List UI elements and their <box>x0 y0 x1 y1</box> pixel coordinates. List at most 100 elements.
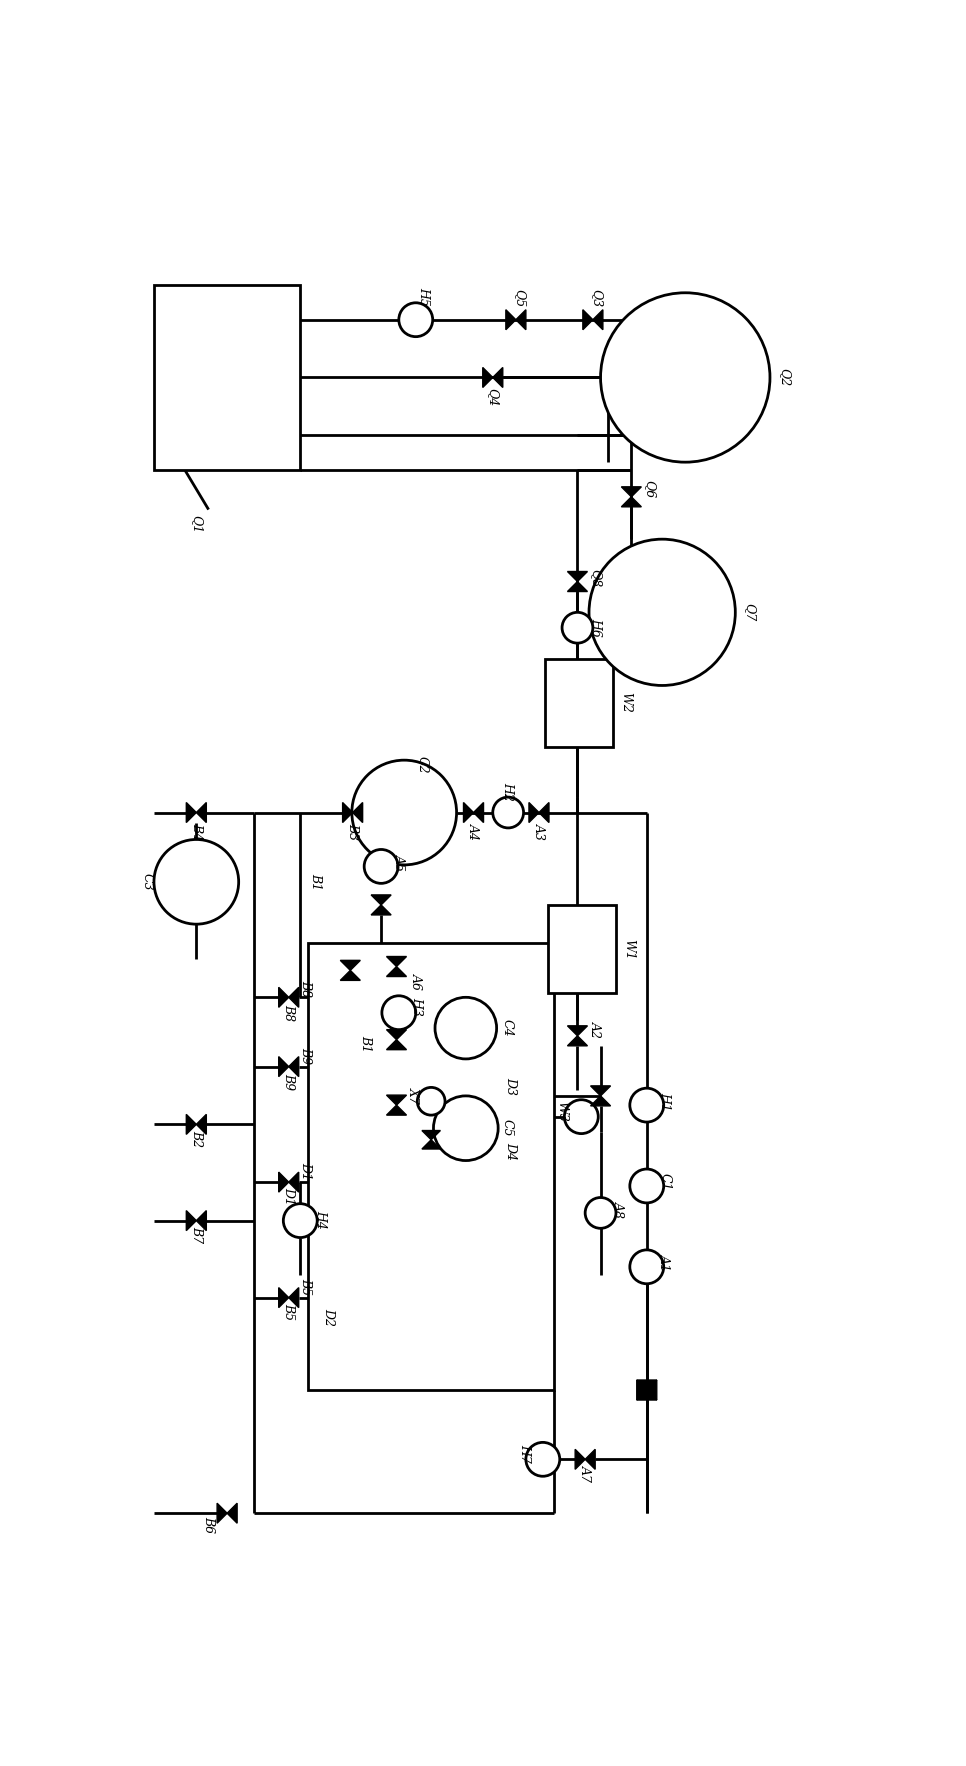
Polygon shape <box>217 1503 227 1524</box>
Text: A2: A2 <box>589 1021 602 1038</box>
Text: W2: W2 <box>619 692 632 713</box>
Text: W3: W3 <box>555 1100 568 1121</box>
Text: B3: B3 <box>346 823 359 841</box>
Polygon shape <box>386 966 407 977</box>
Bar <box>154 284 300 470</box>
Circle shape <box>435 998 497 1060</box>
Polygon shape <box>637 1379 647 1400</box>
Text: Q8: Q8 <box>589 569 602 586</box>
Text: Q5: Q5 <box>513 290 526 307</box>
Circle shape <box>526 1443 559 1476</box>
Polygon shape <box>585 1450 595 1469</box>
Bar <box>549 904 616 994</box>
Polygon shape <box>353 802 362 823</box>
Polygon shape <box>506 309 516 330</box>
Polygon shape <box>575 1450 585 1469</box>
Bar <box>545 659 612 747</box>
Polygon shape <box>529 802 539 823</box>
Circle shape <box>352 759 457 865</box>
Polygon shape <box>567 572 587 581</box>
Polygon shape <box>289 1287 298 1307</box>
Circle shape <box>417 1088 445 1114</box>
Polygon shape <box>340 970 360 980</box>
Circle shape <box>493 796 524 828</box>
Polygon shape <box>386 957 407 966</box>
Text: C2: C2 <box>415 756 429 774</box>
Text: H3: H3 <box>411 998 423 1015</box>
Circle shape <box>630 1169 664 1203</box>
Circle shape <box>601 293 770 463</box>
Text: A4: A4 <box>467 823 480 841</box>
Text: A7: A7 <box>579 1464 591 1482</box>
Polygon shape <box>582 309 593 330</box>
Polygon shape <box>593 309 603 330</box>
Polygon shape <box>289 1173 298 1192</box>
Text: W1: W1 <box>622 940 635 959</box>
Polygon shape <box>371 904 391 915</box>
Text: B5: B5 <box>298 1277 312 1294</box>
Polygon shape <box>371 895 391 904</box>
Text: A1: A1 <box>658 1254 671 1272</box>
Circle shape <box>589 539 735 685</box>
Polygon shape <box>340 961 360 970</box>
Text: A3: A3 <box>532 823 546 841</box>
Polygon shape <box>289 1056 298 1077</box>
Circle shape <box>399 302 433 337</box>
Text: B9: B9 <box>282 1074 296 1091</box>
Polygon shape <box>539 802 549 823</box>
Text: D1: D1 <box>298 1162 312 1180</box>
Text: D4: D4 <box>504 1143 518 1160</box>
Circle shape <box>564 1100 598 1134</box>
Text: H4: H4 <box>314 1210 327 1229</box>
Polygon shape <box>483 367 493 387</box>
Text: D2: D2 <box>322 1309 335 1326</box>
Polygon shape <box>473 802 484 823</box>
Polygon shape <box>186 802 196 823</box>
Polygon shape <box>279 1173 289 1192</box>
Text: C4: C4 <box>500 1019 514 1037</box>
Polygon shape <box>386 1106 407 1114</box>
Polygon shape <box>196 1211 207 1231</box>
Text: B7: B7 <box>189 1226 203 1243</box>
Text: B1: B1 <box>309 872 323 890</box>
Polygon shape <box>637 1390 657 1400</box>
Text: Q6: Q6 <box>643 480 656 498</box>
Text: B1: B1 <box>359 1035 373 1053</box>
Polygon shape <box>279 987 289 1007</box>
Circle shape <box>382 996 415 1030</box>
Polygon shape <box>386 1030 407 1040</box>
Polygon shape <box>386 1040 407 1049</box>
Polygon shape <box>196 802 207 823</box>
Polygon shape <box>196 1114 207 1134</box>
Text: B6: B6 <box>203 1517 215 1533</box>
Polygon shape <box>289 987 298 1007</box>
Text: B4: B4 <box>189 823 203 841</box>
Text: C5: C5 <box>500 1120 514 1137</box>
Text: X7: X7 <box>407 1088 419 1104</box>
Text: C3: C3 <box>141 872 154 890</box>
Circle shape <box>434 1097 498 1160</box>
Polygon shape <box>464 802 473 823</box>
Text: H2: H2 <box>501 782 515 800</box>
Circle shape <box>154 839 239 924</box>
Polygon shape <box>590 1097 611 1106</box>
Polygon shape <box>567 1026 587 1037</box>
Polygon shape <box>227 1503 237 1524</box>
Circle shape <box>562 613 593 643</box>
Text: Q7: Q7 <box>743 604 756 622</box>
Text: Q4: Q4 <box>486 387 499 406</box>
Text: B5: B5 <box>282 1303 296 1319</box>
Text: B2: B2 <box>189 1130 203 1146</box>
Text: A8: A8 <box>612 1201 625 1217</box>
Text: D1: D1 <box>282 1187 296 1204</box>
Polygon shape <box>386 1095 407 1106</box>
Bar <box>308 943 554 1390</box>
Circle shape <box>630 1250 664 1284</box>
Text: A6: A6 <box>411 973 423 991</box>
Text: H1: H1 <box>658 1091 671 1111</box>
Polygon shape <box>647 1379 657 1400</box>
Text: H6: H6 <box>589 618 602 638</box>
Text: B9: B9 <box>298 1047 312 1063</box>
Polygon shape <box>621 496 641 507</box>
Text: Q1: Q1 <box>189 514 203 533</box>
